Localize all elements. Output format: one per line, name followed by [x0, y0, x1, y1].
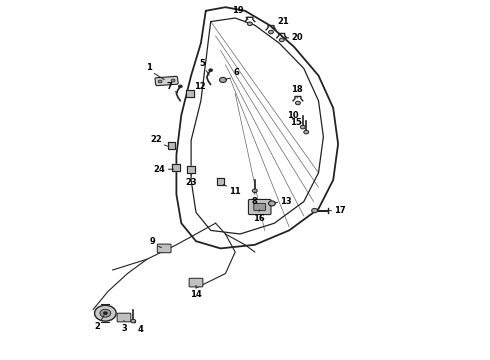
Text: 23: 23 — [185, 178, 197, 187]
Circle shape — [158, 80, 162, 83]
Text: 22: 22 — [150, 135, 162, 144]
Text: 4: 4 — [137, 325, 143, 334]
Text: 7: 7 — [167, 82, 172, 91]
Circle shape — [209, 69, 213, 72]
Circle shape — [171, 79, 175, 82]
Circle shape — [95, 305, 116, 321]
Text: 18: 18 — [291, 85, 302, 94]
Polygon shape — [168, 142, 175, 149]
Polygon shape — [172, 164, 180, 171]
FancyBboxPatch shape — [117, 313, 131, 322]
Circle shape — [279, 38, 284, 42]
Text: 16: 16 — [253, 214, 265, 223]
Text: 10: 10 — [287, 111, 299, 120]
Circle shape — [295, 101, 300, 105]
FancyBboxPatch shape — [254, 203, 266, 211]
FancyBboxPatch shape — [155, 76, 178, 86]
Text: 14: 14 — [190, 290, 202, 299]
FancyBboxPatch shape — [189, 278, 203, 287]
Text: 20: 20 — [292, 33, 303, 42]
Circle shape — [220, 77, 226, 82]
Circle shape — [247, 22, 252, 26]
Polygon shape — [217, 178, 224, 185]
Circle shape — [269, 201, 275, 206]
Text: 21: 21 — [277, 17, 289, 26]
Text: 9: 9 — [150, 237, 156, 246]
Circle shape — [100, 309, 111, 317]
Text: 8: 8 — [252, 197, 258, 206]
Circle shape — [300, 125, 305, 129]
Text: 19: 19 — [232, 6, 244, 15]
Circle shape — [269, 30, 273, 34]
Text: 3: 3 — [121, 324, 127, 333]
Text: 24: 24 — [154, 165, 166, 174]
Text: 12: 12 — [194, 82, 205, 91]
Text: 5: 5 — [199, 59, 205, 68]
Text: 11: 11 — [229, 187, 241, 196]
Circle shape — [131, 319, 136, 323]
FancyBboxPatch shape — [248, 199, 271, 215]
Text: 13: 13 — [280, 197, 292, 206]
Text: 15: 15 — [290, 118, 301, 127]
Circle shape — [103, 312, 107, 315]
Text: 1: 1 — [146, 63, 152, 72]
Circle shape — [312, 208, 318, 213]
Circle shape — [252, 189, 257, 193]
FancyBboxPatch shape — [157, 244, 171, 253]
Polygon shape — [187, 166, 195, 173]
Text: 17: 17 — [334, 206, 346, 215]
Circle shape — [178, 85, 182, 88]
Circle shape — [304, 130, 309, 134]
Text: 2: 2 — [94, 322, 100, 331]
Polygon shape — [186, 90, 194, 97]
Text: 6: 6 — [233, 68, 239, 77]
